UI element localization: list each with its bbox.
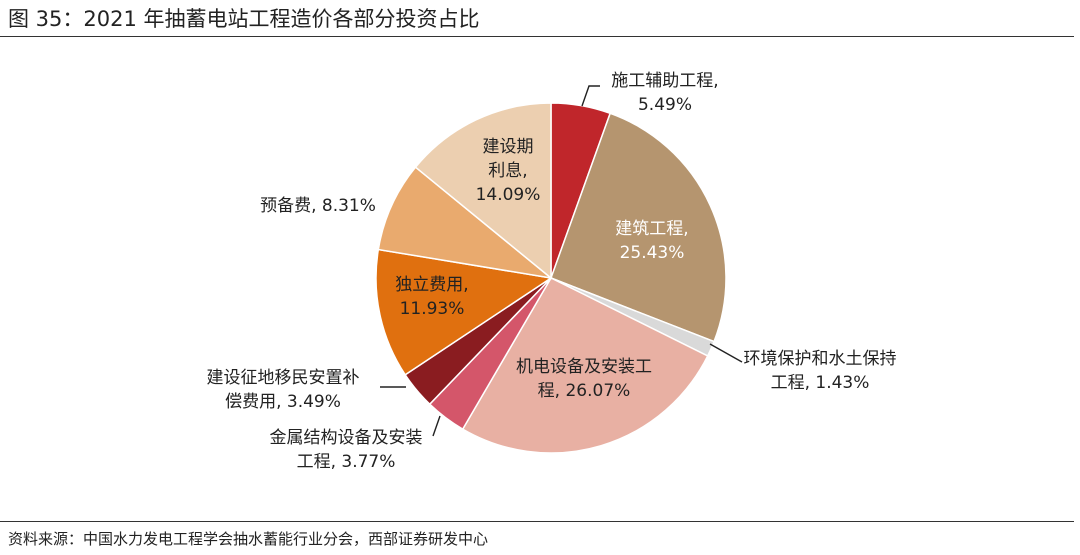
slice-label-line: 预备费, 8.31%	[260, 196, 376, 216]
slice-label-line: 程, 26.07%	[538, 381, 631, 401]
pie-slice	[461, 277, 709, 454]
pie-slice	[377, 166, 554, 280]
pie-slice	[550, 112, 727, 343]
source-note: 资料来源：中国水力发电工程学会抽水蓄能行业分会，西部证券研发中心	[8, 530, 489, 548]
top-divider	[0, 36, 1074, 37]
slice-label-line: 利息,	[488, 161, 527, 181]
slice-label-line: 金属结构设备及安装	[270, 428, 423, 448]
slice-label-line: 建设征地移民安置补	[207, 368, 360, 388]
slice-label: 建设征地移民安置补偿费用, 3.49%	[207, 368, 360, 412]
slice-label-line: 建筑工程,	[615, 219, 688, 239]
leader-line	[581, 85, 600, 107]
slice-labels: 施工辅助工程, 5.49% 建筑工程, 25.43% 环境保护和水土保持工程, 1.43…	[207, 71, 897, 472]
leader-line	[432, 415, 441, 437]
slice-label-line: 11.93%	[400, 299, 465, 319]
slice-label-line: 工程, 3.77%	[297, 452, 396, 472]
figure-title: 图 35：2021 年抽蓄电站工程造价各部分投资占比	[8, 7, 480, 31]
pie-slices	[375, 102, 727, 454]
slice-label: 环境保护和水土保持工程, 1.43%	[744, 349, 897, 393]
bottom-divider	[0, 521, 1074, 522]
slice-label: 机电设备及安装工程, 26.07%	[516, 357, 652, 401]
slice-label: 建设期利息, 14.09%	[476, 137, 541, 205]
slice-label-line: 14.09%	[476, 185, 541, 205]
slice-label-line: 独立费用,	[395, 275, 468, 295]
slice-label-line: 5.49%	[638, 95, 692, 115]
slice-label-line: 25.43%	[620, 243, 685, 263]
slice-label-line: 机电设备及安装工	[516, 357, 652, 377]
slice-label: 金属结构设备及安装工程, 3.77%	[270, 428, 423, 472]
slice-label-line: 施工辅助工程,	[611, 71, 718, 91]
slice-label: 预备费, 8.31%	[260, 196, 376, 216]
slice-label-line: 工程, 1.43%	[771, 373, 870, 393]
pie-chart: 施工辅助工程, 5.49% 建筑工程, 25.43% 环境保护和水土保持工程, 1.43…	[207, 71, 897, 472]
slice-label: 独立费用, 11.93%	[395, 275, 468, 319]
slice-label: 施工辅助工程, 5.49%	[611, 71, 718, 115]
leader-lines	[380, 85, 743, 437]
leader-line	[709, 343, 743, 363]
slice-label: 建筑工程, 25.43%	[615, 219, 688, 263]
pie-slice	[375, 248, 554, 376]
slice-label-line: 偿费用, 3.49%	[225, 392, 341, 412]
pie-slice	[414, 102, 552, 280]
slice-label-line: 环境保护和水土保持	[744, 349, 897, 369]
slice-label-line: 建设期	[483, 137, 534, 157]
